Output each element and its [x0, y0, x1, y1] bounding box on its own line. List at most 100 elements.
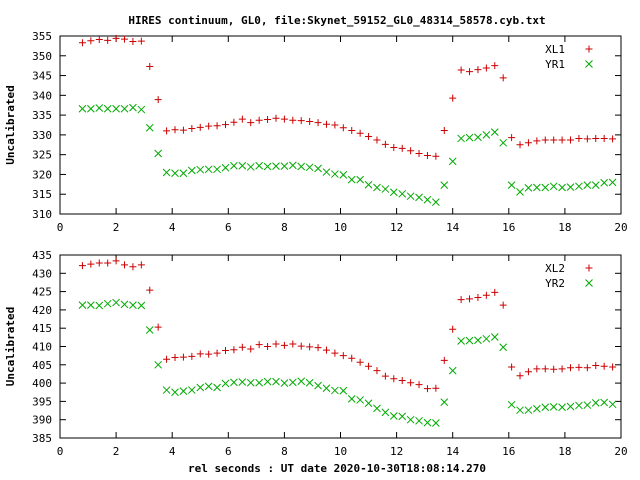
data-point-xl1 [289, 116, 297, 124]
data-point-xl2 [373, 367, 381, 375]
data-point-xl1 [348, 127, 356, 135]
data-point-yr2 [297, 377, 306, 386]
plot-frame [59, 254, 622, 439]
data-point-yr1 [154, 149, 163, 158]
data-point-yr1 [129, 103, 137, 112]
data-point-xl2 [297, 342, 305, 350]
data-point-xl2 [306, 343, 314, 351]
data-point-xl1 [575, 134, 583, 142]
data-point-xl1 [407, 147, 415, 155]
legend-label-yr1: YR1 [545, 58, 565, 71]
data-point-yr2 [356, 396, 364, 404]
x-tick-label: 10 [334, 445, 347, 458]
data-point-xl2 [567, 364, 575, 372]
data-point-xl2 [188, 352, 196, 360]
data-point-xl1 [238, 115, 246, 123]
data-point-yr1 [162, 168, 171, 177]
data-point-xl2 [365, 362, 373, 370]
data-point-xl1 [264, 115, 272, 123]
x-tick-label: 0 [57, 221, 64, 234]
x-tick-label: 10 [334, 221, 347, 234]
data-point-yr2 [541, 403, 550, 412]
data-point-yr2 [415, 416, 423, 425]
data-point-yr2 [314, 381, 322, 390]
x-tick-label: 18 [558, 445, 571, 458]
data-point-yr2 [448, 366, 457, 375]
data-point-xl2 [129, 263, 137, 271]
data-point-xl2 [146, 286, 154, 294]
x-tick-label: 12 [390, 221, 403, 234]
data-point-xl2 [179, 353, 187, 361]
y-tick-label: 320 [32, 168, 52, 181]
data-point-yr1 [263, 162, 272, 171]
x-tick-label: 4 [169, 221, 176, 234]
data-point-xl2 [575, 363, 583, 371]
data-point-yr1 [566, 183, 575, 191]
data-point-xl2 [550, 365, 558, 373]
data-point-xl2 [432, 384, 440, 392]
data-point-yr2 [423, 418, 432, 427]
data-point-yr2 [339, 386, 348, 395]
data-point-xl2 [415, 381, 423, 389]
legend-marker-yr1 [585, 60, 593, 68]
data-point-xl1 [339, 124, 347, 132]
data-point-xl2 [247, 345, 255, 353]
data-point-xl1 [104, 36, 112, 44]
data-point-yr1 [448, 157, 457, 166]
data-point-yr2 [112, 298, 120, 307]
data-point-yr1 [499, 138, 508, 147]
data-point-xl1 [121, 35, 129, 43]
y-tick-label: 420 [32, 304, 52, 317]
data-point-yr1 [196, 165, 205, 174]
data-point-yr2 [600, 398, 609, 407]
data-point-xl2 [272, 340, 280, 348]
x-tick-label: 0 [57, 445, 64, 458]
data-point-yr1 [272, 162, 280, 170]
data-point-xl1 [171, 126, 179, 134]
x-tick-label: 8 [281, 221, 288, 234]
data-point-xl2 [221, 347, 229, 355]
data-point-xl1 [609, 135, 617, 143]
data-point-yr2 [230, 378, 238, 387]
data-point-yr2 [558, 403, 566, 412]
data-point-yr1 [524, 184, 533, 192]
data-point-xl1 [306, 117, 314, 125]
x-tick-label: 6 [225, 221, 232, 234]
data-point-yr2 [474, 336, 482, 345]
data-point-xl2 [524, 368, 532, 376]
y-tick-label: 390 [32, 414, 52, 427]
data-point-xl1 [533, 137, 541, 145]
data-point-xl2 [390, 375, 398, 383]
data-point-xl1 [255, 116, 263, 124]
y-tick-label: 430 [32, 267, 52, 280]
y-tick-label: 400 [32, 377, 52, 390]
y-tick-label: 425 [32, 286, 52, 299]
data-point-xl2 [466, 295, 474, 303]
data-point-xl1 [331, 121, 339, 129]
data-point-xl1 [474, 66, 482, 74]
data-point-xl2 [322, 346, 330, 354]
legend-label-xl1: XL1 [545, 43, 565, 56]
data-point-yr2 [507, 400, 516, 409]
y-tick-label: 385 [32, 432, 52, 445]
chart-title: HIRES continuum, GL0, file:Skynet_59152_… [128, 14, 545, 27]
data-point-xl1 [373, 136, 381, 144]
y-tick-label: 310 [32, 208, 52, 221]
data-point-yr2 [524, 406, 533, 415]
data-point-yr2 [406, 415, 415, 424]
data-point-yr1 [398, 189, 407, 198]
data-point-yr2 [490, 333, 499, 341]
y-tick-label: 325 [32, 149, 52, 162]
data-point-xl2 [592, 362, 600, 370]
data-point-xl2 [423, 385, 431, 393]
data-point-xl1 [516, 141, 524, 149]
data-point-xl1 [550, 136, 558, 144]
data-point-xl2 [381, 372, 389, 380]
data-point-xl2 [558, 365, 566, 373]
data-point-yr1 [187, 166, 196, 175]
data-point-yr2 [465, 336, 474, 345]
data-point-xl2 [339, 352, 347, 360]
data-point-yr1 [423, 195, 432, 204]
data-point-yr2 [255, 378, 264, 387]
data-point-yr1 [171, 169, 179, 178]
